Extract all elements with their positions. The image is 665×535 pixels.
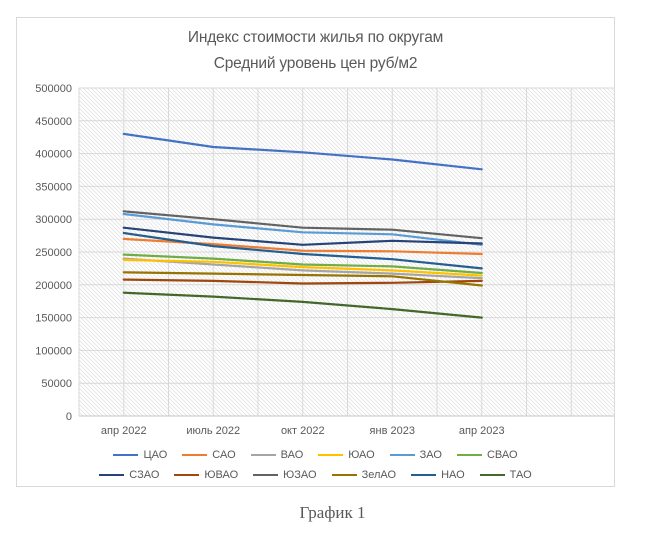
- y-axis-tick-label: 400000: [35, 149, 72, 161]
- legend-label-ЗелАО: ЗелАО: [361, 469, 397, 481]
- legend-swatch-САО: [182, 454, 208, 456]
- legend-label-НАО: НАО: [441, 469, 465, 481]
- legend-swatch-ЗАО: [389, 454, 415, 456]
- legend-swatch-ЦАО: [113, 454, 139, 456]
- chart-title-line1: Индекс стоимости жилья по округам: [187, 29, 444, 46]
- legend-item-СЗАО: СЗАО: [99, 469, 159, 481]
- y-axis-tick-label: 0: [66, 411, 72, 423]
- y-axis-tick-label: 200000: [35, 280, 72, 292]
- series-line-ЦАО: [122, 132, 483, 171]
- legend-label-ЦАО: ЦАО: [143, 449, 168, 461]
- x-axis-tick-label: янв 2023: [370, 425, 415, 437]
- legend-label-ЮВАО: ЮВАО: [204, 469, 239, 481]
- legend-label-САО: САО: [212, 449, 236, 461]
- series-line-НАО: [122, 231, 483, 270]
- legend-item-ЦАО: ЦАО: [113, 449, 167, 461]
- legend-swatch-СЗАО: [99, 474, 125, 476]
- y-axis-tick-label: 500000: [35, 83, 72, 95]
- series-line-ЗелАО: [122, 271, 483, 287]
- legend-item-ЮЗАО: ЮЗАО: [253, 469, 317, 481]
- x-axis-tick-label: окт 2022: [281, 425, 325, 437]
- series-line-ЮЗАО: [122, 210, 483, 240]
- legend-item-ЗАО: ЗАО: [389, 449, 442, 461]
- x-axis-tick-label: июль 2022: [186, 425, 240, 437]
- series-line-ВАО: [122, 257, 483, 280]
- legend-swatch-ЗелАО: [331, 474, 357, 476]
- legend-swatch-ВАО: [250, 454, 276, 456]
- chart-frame[interactable]: Индекс стоимости жилья по округам Средни…: [16, 17, 615, 487]
- legend-item-ВАО: ВАО: [250, 449, 304, 461]
- chart-title-line2: Средний уровень цен руб/м2: [213, 55, 418, 72]
- series-line-ЮАО: [122, 258, 483, 277]
- legend-label-ЮАО: ЮАО: [348, 449, 375, 461]
- chart-caption: График 1: [299, 503, 366, 522]
- y-axis-tick-label: 450000: [35, 116, 72, 128]
- legend-swatch-ЮВАО: [174, 474, 200, 476]
- series-line-ТАО: [122, 291, 483, 319]
- y-axis-tick-label: 250000: [35, 247, 72, 259]
- legend-swatch-ЮЗАО: [253, 474, 279, 476]
- legend-swatch-ТАО: [479, 474, 505, 476]
- series-line-ЗАО: [122, 212, 483, 246]
- legend-label-СВАО: СВАО: [486, 449, 518, 461]
- y-axis-tick-label: 350000: [35, 181, 72, 193]
- legend-label-ТАО: ТАО: [509, 469, 532, 481]
- y-axis-tick-label: 50000: [41, 378, 72, 390]
- chart-title: Индекс стоимости жилья по округам Средни…: [17, 25, 614, 77]
- y-axis-tick-label: 100000: [35, 345, 72, 357]
- plot-area: 0 50000 100000 150000 200000 250000 300000 3500…: [35, 83, 614, 437]
- legend-swatch-НАО: [411, 474, 437, 476]
- legend-item-САО: САО: [182, 449, 236, 461]
- legend-label-ВАО: ВАО: [280, 449, 304, 461]
- legend-item-НАО: НАО: [411, 469, 465, 481]
- legend-row-2: СЗАО ЮВАО ЮЗАО ЗелАО НАО ТАО: [99, 465, 532, 485]
- legend-swatch-ЮАО: [318, 454, 344, 456]
- legend-label-ЮЗАО: ЮЗАО: [283, 469, 317, 481]
- legend-item-ЮАО: ЮАО: [318, 449, 375, 461]
- legend-item-СВАО: СВАО: [456, 449, 518, 461]
- chart-legend: ЦАО САО ВАО ЮАО ЗАО СВАО СЗАО ЮВАО ЮЗАО ЗелАО НАО Т…: [17, 445, 614, 485]
- series-line-СВАО: [122, 253, 483, 275]
- x-axis-tick-label: апр 2023: [459, 425, 505, 437]
- series-line-СЗАО: [122, 226, 483, 246]
- x-axis-tick-label: апр 2022: [101, 425, 147, 437]
- legend-label-СЗАО: СЗАО: [129, 469, 160, 481]
- legend-item-ЮВАО: ЮВАО: [174, 469, 238, 481]
- legend-swatch-СВАО: [456, 454, 482, 456]
- legend-row-1: ЦАО САО ВАО ЮАО ЗАО СВАО: [113, 445, 518, 465]
- series-line-ЮВАО: [122, 278, 483, 285]
- legend-item-ТАО: ТАО: [479, 469, 532, 481]
- legend-label-ЗАО: ЗАО: [419, 449, 442, 461]
- legend-item-ЗелАО: ЗелАО: [331, 469, 397, 481]
- y-axis-tick-label: 300000: [35, 214, 72, 226]
- y-axis-tick-label: 150000: [35, 313, 72, 325]
